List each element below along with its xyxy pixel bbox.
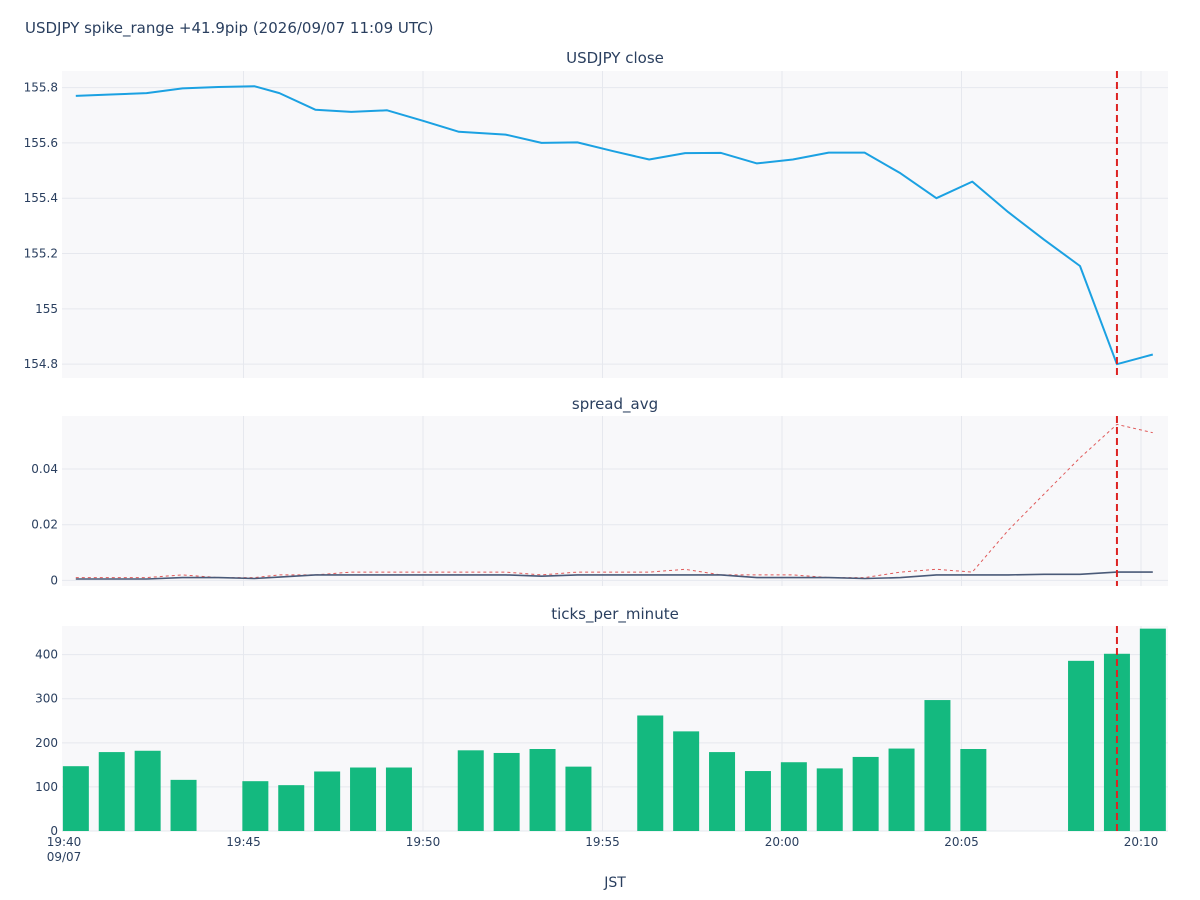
tick-count-bar	[1139, 628, 1166, 831]
tick-count-bar	[170, 779, 197, 831]
tick-count-bar	[744, 771, 771, 831]
tick-count-bar	[888, 748, 915, 831]
x-tick-date-label: 09/07	[47, 850, 82, 864]
x-tick-label: 19:55	[585, 835, 620, 849]
tick-count-bar	[816, 768, 843, 831]
y-tick-label: 0.04	[31, 462, 58, 476]
subplot-title: ticks_per_minute	[551, 605, 679, 624]
subplot-title: spread_avg	[572, 395, 658, 414]
tick-count-bar	[780, 762, 807, 831]
x-axis-title: JST	[603, 875, 626, 891]
x-tick-label: 19:40	[47, 835, 82, 849]
y-tick-label: 400	[35, 648, 58, 662]
x-tick-label: 19:45	[226, 835, 261, 849]
tick-count-bar	[457, 750, 484, 831]
tick-count-bar	[709, 752, 736, 831]
tick-count-bar	[852, 756, 879, 831]
tick-count-bar	[242, 781, 269, 831]
y-tick-label: 154.8	[24, 357, 58, 371]
panel-ticks: 0 100 200 300 400 ticks_per_minute	[35, 605, 1168, 838]
y-tick-label: 155.8	[24, 81, 58, 95]
tick-count-bar	[960, 749, 987, 831]
y-tick-label: 0	[50, 573, 58, 587]
y-tick-label: 0	[50, 824, 58, 838]
tick-count-bar	[493, 752, 520, 831]
tick-count-bar	[314, 771, 341, 831]
tick-count-bar	[98, 752, 125, 831]
tick-count-bar	[637, 715, 664, 831]
tick-count-bar	[565, 766, 592, 831]
y-tick-label: 155	[35, 302, 58, 316]
price-close-line	[75, 85, 1154, 366]
subplot-title: USDJPY close	[566, 49, 664, 67]
plot-area	[62, 71, 1168, 378]
x-tick-label: 19:50	[406, 835, 441, 849]
panel-price: 154.8 155 155.2 155.4 155.6 155.8 USDJPY close	[24, 49, 1168, 378]
tick-count-bar	[529, 749, 556, 831]
x-tick-label: 20:05	[944, 835, 979, 849]
spread-avg-line	[75, 571, 1153, 580]
y-tick-label: 100	[35, 780, 58, 794]
tick-count-bar	[350, 767, 377, 831]
y-tick-label: 155.2	[24, 247, 58, 261]
tick-count-bar	[385, 767, 412, 831]
y-tick-label: 155.4	[24, 191, 58, 205]
plot-area	[62, 416, 1168, 586]
tick-count-bar	[62, 766, 89, 831]
chart-title: USDJPY spike_range +41.9pip (2026/09/07 …	[25, 19, 434, 37]
tick-count-bar	[134, 750, 161, 831]
tick-count-bar	[673, 731, 700, 831]
panel-spread: 0 0.02 0.04 spread_avg	[31, 395, 1168, 587]
x-tick-label: 20:00	[765, 835, 800, 849]
y-tick-label: 300	[35, 692, 58, 706]
plot-area	[62, 626, 1168, 831]
tick-count-bar	[924, 700, 951, 831]
y-tick-label: 200	[35, 736, 58, 750]
tick-count-bar	[1068, 660, 1095, 831]
tick-count-bar	[278, 785, 305, 831]
y-tick-label: 155.6	[24, 136, 58, 150]
y-tick-label: 0.02	[31, 518, 58, 532]
x-tick-label: 20:10	[1124, 835, 1159, 849]
